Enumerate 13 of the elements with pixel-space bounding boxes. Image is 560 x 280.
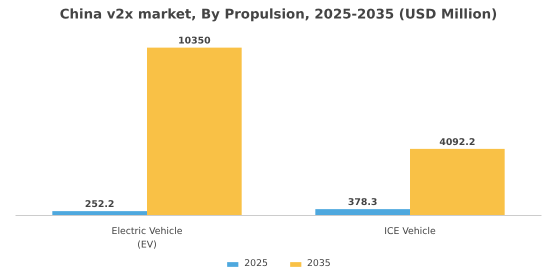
x-tick-label: Electric Vehicle (EV) [112,226,183,250]
bar [410,148,505,216]
legend-label: 2035 [307,258,331,269]
chart-title: China v2x market, By Propulsion, 2025-2035 (USD Million) [60,8,498,22]
x-tick-label: ICE Vehicle [384,226,436,238]
bar [315,209,410,216]
data-label: 10350 [178,36,212,47]
data-label: 378.3 [348,197,378,208]
data-label: 252.2 [84,199,114,210]
bar [147,48,242,216]
data-label: 4092.2 [439,136,476,148]
bar [52,211,147,216]
legend-label: 2025 [244,258,268,269]
